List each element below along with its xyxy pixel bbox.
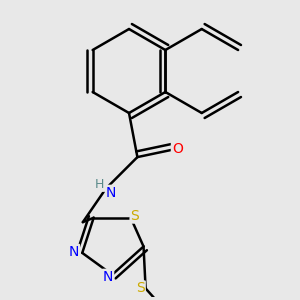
Text: N: N [69,245,79,259]
Text: H: H [95,178,104,191]
Text: O: O [172,142,183,156]
Text: S: S [130,208,139,223]
Text: N: N [106,186,116,200]
Text: N: N [103,270,113,284]
Text: S: S [136,281,145,296]
